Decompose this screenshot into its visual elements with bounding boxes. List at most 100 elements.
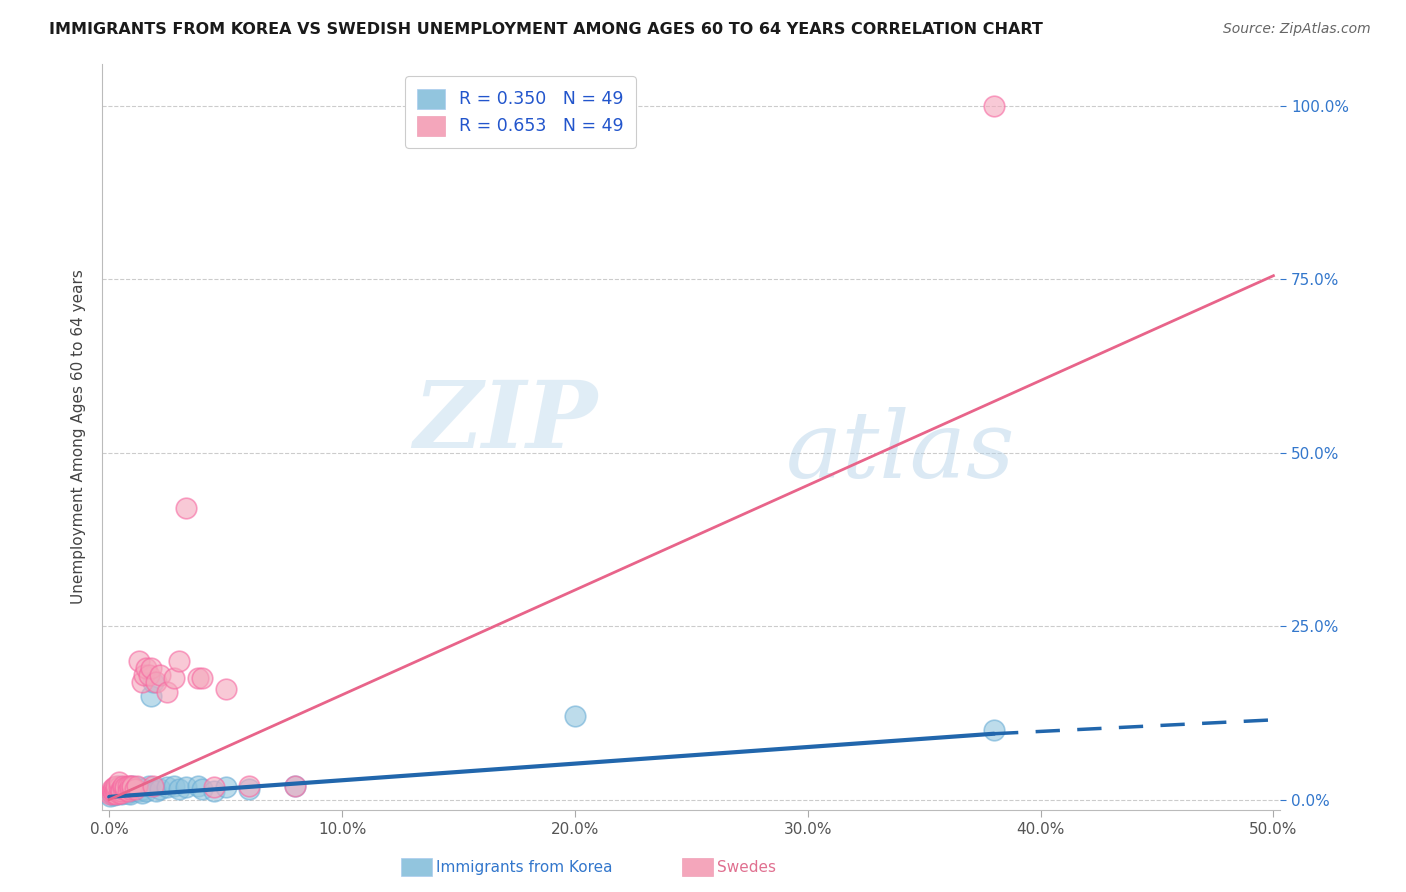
Point: [124, 782, 146, 797]
Point: [107, 780, 129, 794]
Point: [101, 784, 124, 798]
Point: [149, 667, 172, 681]
Point: [138, 667, 160, 681]
Point: [114, 780, 136, 794]
Point: [110, 780, 132, 794]
Point: [105, 782, 128, 797]
Point: [107, 775, 129, 789]
Point: [117, 786, 139, 800]
Point: [120, 782, 142, 797]
Point: [145, 674, 167, 689]
Text: Swedes: Swedes: [717, 860, 776, 874]
Point: [156, 685, 179, 699]
Point: [105, 787, 128, 801]
Point: [138, 779, 160, 793]
Point: [139, 689, 162, 703]
Point: [191, 671, 214, 685]
Point: [103, 780, 125, 794]
Point: [105, 779, 128, 793]
Point: [131, 786, 153, 800]
Point: [174, 780, 197, 794]
Point: [149, 782, 172, 797]
Point: [202, 784, 225, 798]
Point: [105, 782, 128, 797]
Point: [120, 787, 142, 801]
Point: [103, 788, 125, 802]
Point: [238, 782, 260, 797]
Point: [135, 784, 157, 798]
Point: [135, 661, 157, 675]
Y-axis label: Unemployment Among Ages 60 to 64 years: Unemployment Among Ages 60 to 64 years: [72, 269, 86, 605]
Point: [110, 782, 132, 797]
Point: [131, 674, 153, 689]
Point: [167, 782, 190, 797]
Point: [983, 723, 1005, 738]
Point: [187, 671, 209, 685]
Point: [187, 779, 209, 793]
Point: [983, 98, 1005, 112]
Point: [142, 779, 165, 793]
Text: ZIP: ZIP: [413, 377, 598, 467]
Point: [163, 779, 186, 793]
Point: [564, 98, 586, 112]
Point: [98, 789, 121, 804]
Point: [127, 779, 149, 793]
Text: atlas: atlas: [786, 407, 1015, 497]
Text: Source: ZipAtlas.com: Source: ZipAtlas.com: [1223, 22, 1371, 37]
Point: [100, 782, 122, 797]
Point: [98, 787, 121, 801]
Point: [121, 779, 143, 793]
Point: [120, 784, 142, 798]
Point: [110, 787, 132, 801]
Point: [139, 661, 162, 675]
Point: [105, 787, 128, 801]
Point: [100, 786, 122, 800]
Point: [121, 780, 143, 794]
Point: [191, 782, 214, 797]
Point: [134, 667, 156, 681]
Point: [163, 671, 186, 685]
Legend: R = 0.350   N = 49, R = 0.653   N = 49: R = 0.350 N = 49, R = 0.653 N = 49: [405, 77, 636, 148]
Point: [121, 779, 143, 793]
Point: [101, 784, 124, 798]
Point: [214, 681, 236, 696]
Point: [105, 784, 128, 798]
Point: [214, 780, 236, 794]
Point: [202, 780, 225, 794]
Point: [107, 779, 129, 793]
Point: [112, 779, 135, 793]
Point: [114, 782, 136, 797]
Point: [142, 674, 165, 689]
Point: [103, 786, 125, 800]
Point: [103, 782, 125, 797]
Point: [100, 786, 122, 800]
Point: [127, 780, 149, 794]
Point: [112, 786, 135, 800]
Point: [124, 782, 146, 797]
Point: [238, 779, 260, 793]
Point: [167, 654, 190, 668]
Text: IMMIGRANTS FROM KOREA VS SWEDISH UNEMPLOYMENT AMONG AGES 60 TO 64 YEARS CORRELAT: IMMIGRANTS FROM KOREA VS SWEDISH UNEMPLO…: [49, 22, 1043, 37]
Point: [110, 786, 132, 800]
Point: [114, 780, 136, 794]
Point: [110, 784, 132, 798]
Point: [107, 782, 129, 797]
Point: [104, 784, 127, 798]
Point: [112, 782, 135, 797]
Point: [284, 779, 307, 793]
Point: [156, 780, 179, 794]
Point: [174, 501, 197, 516]
Point: [128, 784, 150, 798]
Point: [284, 779, 307, 793]
Point: [134, 782, 156, 797]
Point: [107, 786, 129, 800]
Point: [128, 654, 150, 668]
Point: [110, 784, 132, 798]
Point: [117, 782, 139, 797]
Point: [112, 782, 135, 797]
Point: [564, 709, 586, 723]
Point: [100, 787, 122, 801]
Point: [107, 786, 129, 800]
Text: Immigrants from Korea: Immigrants from Korea: [436, 860, 613, 874]
Point: [120, 779, 142, 793]
